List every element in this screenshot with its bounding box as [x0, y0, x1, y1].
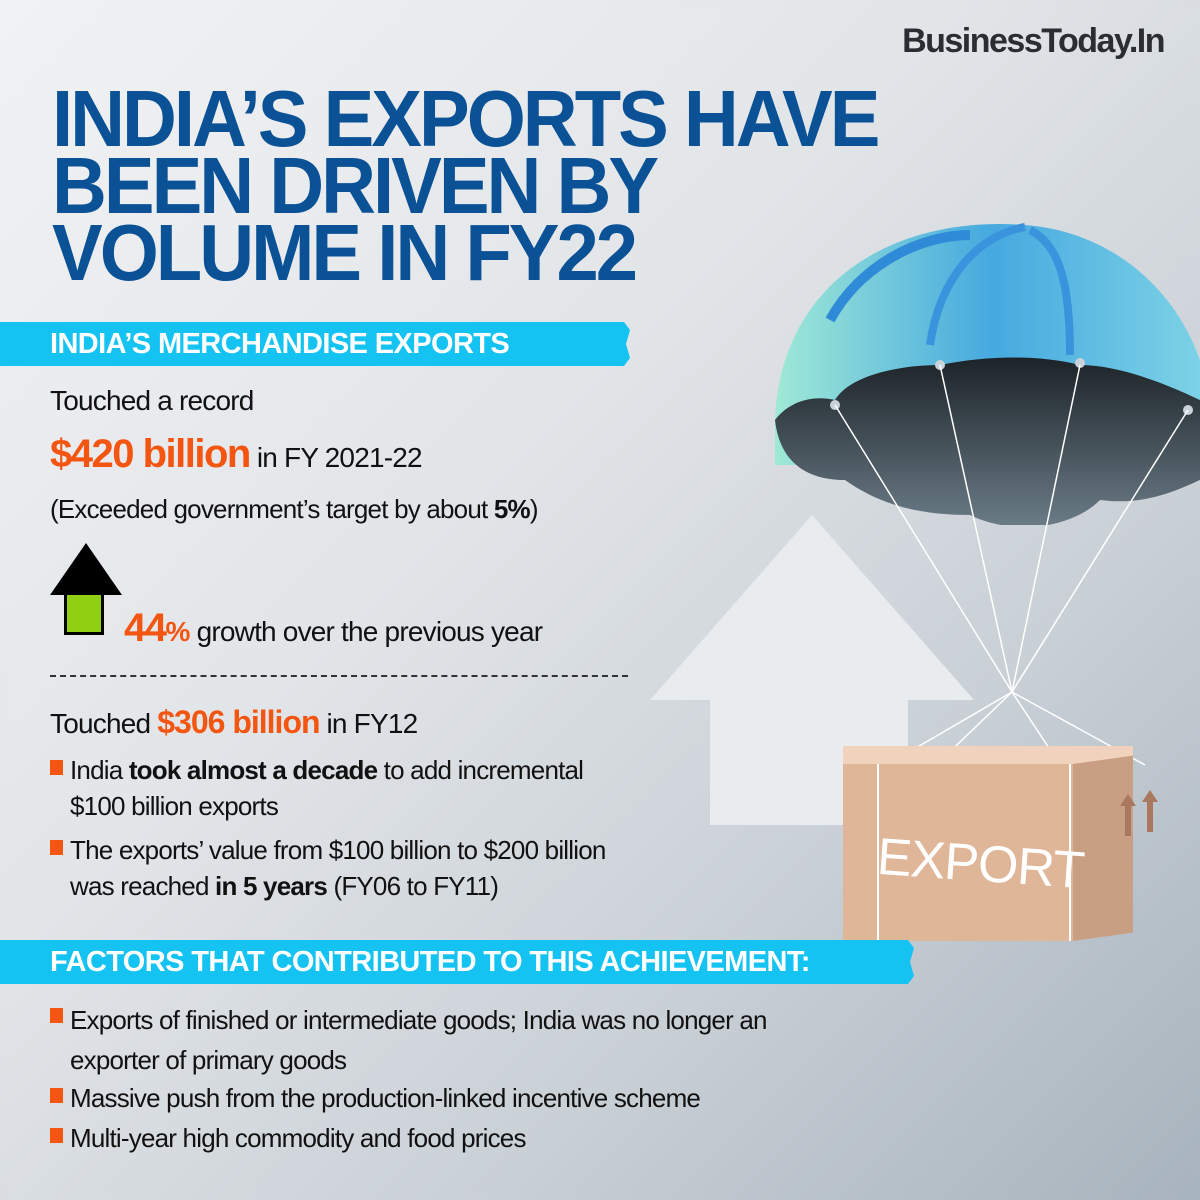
record-period: in FY 2021-22: [249, 442, 423, 473]
list-item: Multi-year high commodity and food price…: [50, 1120, 526, 1156]
page-title: INDIA’S EXPORTS HAVE BEEN DRIVEN BY VOLU…: [52, 74, 880, 299]
fy12-line: Touched $306 billion in FY12: [50, 704, 418, 740]
list-item: Exports of finished or intermediate good…: [50, 1000, 767, 1080]
parachute-icon: [775, 223, 1200, 525]
record-value: $420 billion: [50, 432, 251, 476]
target-note: (Exceeded government’s target by about 5…: [50, 494, 538, 524]
dashed-divider: [50, 675, 628, 677]
growth-line: 44% growth over the previous year: [124, 606, 543, 650]
list-item: Massive push from the production-linked …: [50, 1080, 701, 1116]
brand-logo: BusinessToday.In: [902, 22, 1165, 60]
title-line-2: BEEN DRIVEN BY: [52, 141, 659, 231]
fy12-value: $306 billion: [157, 704, 320, 740]
list-item: India took almost a decade to add increm…: [50, 752, 584, 824]
growth-arrow-icon: [50, 543, 122, 640]
title-line-1: INDIA’S EXPORTS HAVE: [52, 74, 880, 164]
export-box: EXPORT: [843, 746, 1158, 941]
section-banner-factors: FACTORS THAT CONTRIBUTED TO THIS ACHIEVE…: [0, 940, 914, 984]
section-banner-merchandise-exports: INDIA’S MERCHANDISE EXPORTS: [0, 322, 630, 366]
record-intro: Touched a record: [50, 385, 254, 416]
list-item: The exports’ value from $100 billion to …: [50, 832, 606, 904]
target-value: 5%: [493, 494, 531, 524]
record-line: $420 billion in FY 2021-22: [50, 432, 423, 477]
growth-value: 44: [124, 606, 167, 650]
title-line-3: VOLUME IN FY22: [52, 208, 638, 299]
this-side-up-arrows-icon: [1120, 790, 1158, 836]
